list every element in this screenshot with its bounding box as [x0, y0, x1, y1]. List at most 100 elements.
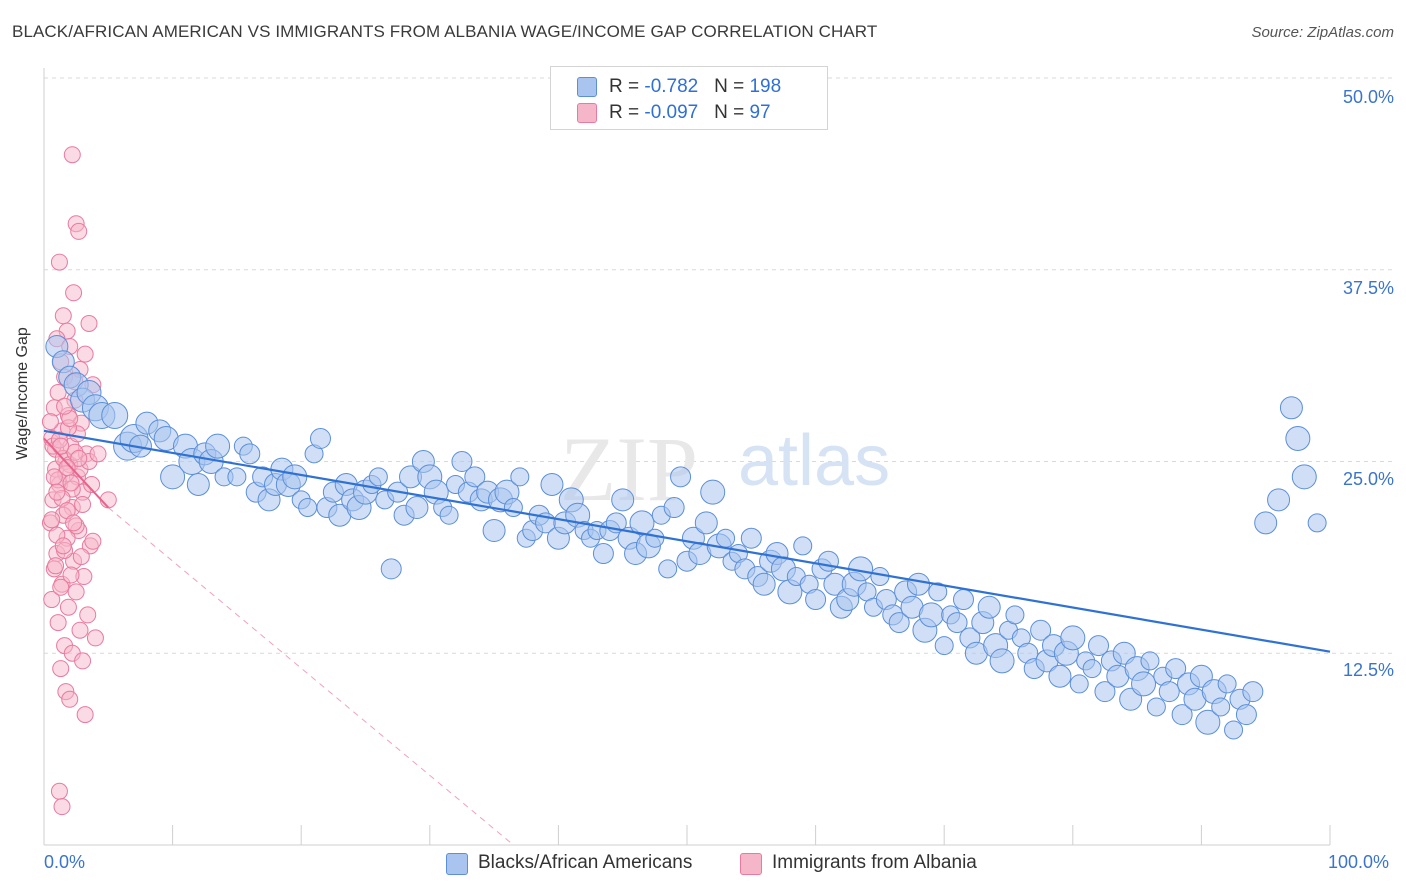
black-point	[752, 572, 776, 596]
legend-label: Immigrants from Albania	[772, 852, 977, 873]
black-point	[368, 467, 388, 487]
black-point	[1030, 619, 1052, 641]
albania-point	[54, 307, 72, 325]
albania-point	[74, 495, 92, 513]
black-point	[700, 479, 726, 505]
albania-point	[63, 146, 81, 164]
albania-point	[54, 537, 72, 555]
albania-point	[70, 222, 88, 240]
albania-point	[43, 511, 61, 529]
albania-trend-line	[43, 437, 110, 509]
black-point	[464, 466, 486, 488]
albania-point	[50, 782, 68, 800]
black-point	[888, 612, 910, 634]
albania-point	[72, 548, 90, 566]
black-point	[1158, 681, 1180, 703]
black-point	[952, 589, 974, 611]
black-point	[1082, 659, 1102, 679]
black-point	[227, 467, 247, 487]
black-point	[1005, 605, 1025, 625]
legend-r-label: R =	[609, 102, 645, 123]
albania-point	[52, 437, 70, 455]
black-point	[1224, 720, 1244, 740]
trend-lines	[43, 429, 1331, 846]
black-point	[205, 433, 231, 459]
black-point	[793, 536, 813, 556]
legend-n-value: 97	[749, 102, 771, 123]
black-point	[946, 612, 968, 634]
x-tick-label-max: 100.0%	[1328, 852, 1390, 872]
black-point	[817, 550, 839, 572]
black-point	[503, 498, 523, 518]
legend-r-value: -0.782	[644, 76, 699, 97]
black-point	[1279, 396, 1303, 420]
albania-point	[65, 284, 83, 302]
black-point	[592, 543, 614, 565]
black-point	[1060, 625, 1086, 651]
black-point	[1171, 704, 1193, 726]
black-point	[906, 572, 930, 596]
watermark-atlas: atlas	[738, 421, 890, 501]
black-point	[934, 636, 954, 656]
black-point	[1088, 635, 1110, 657]
legend-row-albania: R = -0.097 N = 97	[577, 102, 771, 124]
albania-point	[65, 514, 83, 532]
albania-point	[71, 621, 89, 639]
black-point	[716, 528, 736, 548]
black-point	[239, 443, 261, 465]
legend-r-label: R =	[609, 76, 645, 97]
black-point	[629, 510, 655, 536]
albania-point	[62, 566, 80, 584]
black-point	[1048, 664, 1072, 688]
black-point	[805, 589, 827, 611]
black-point	[1165, 658, 1187, 680]
albania-point	[70, 449, 88, 467]
legend-label: Blacks/African Americans	[478, 852, 693, 873]
black-point	[1217, 674, 1237, 694]
axes	[43, 68, 1331, 846]
black-point	[1267, 488, 1291, 512]
albania-point	[52, 660, 70, 678]
legend-swatch-blue	[577, 77, 597, 97]
albania-point	[43, 591, 61, 609]
albania-point	[67, 583, 85, 601]
legend-swatch-pink	[577, 103, 597, 123]
stats-legend: R = -0.782 N = 198 R = -0.097 N = 97	[550, 66, 828, 130]
watermark: ZIP atlas	[560, 418, 890, 520]
y-tick-label-37-5: 37.5%	[1342, 278, 1394, 298]
black-point	[1094, 681, 1116, 703]
albania-point	[74, 652, 92, 670]
black-point	[510, 467, 530, 487]
black-point	[1069, 674, 1089, 694]
albania-point	[50, 253, 68, 271]
albania-trend-extension	[107, 507, 514, 846]
legend-r-value: -0.097	[644, 102, 699, 123]
black-point	[298, 498, 318, 518]
black-point	[1146, 697, 1166, 717]
black-point	[1307, 513, 1327, 533]
legend-n-label: N =	[714, 76, 750, 97]
black-point	[1242, 681, 1264, 703]
black-trend-line	[43, 429, 1331, 653]
black-point	[611, 488, 635, 512]
legend-n-value: 198	[749, 76, 782, 97]
black-point	[451, 451, 473, 472]
legend-swatch-blue	[446, 853, 468, 875]
black-point	[1254, 511, 1278, 535]
black-point	[439, 505, 459, 525]
black-point	[1235, 704, 1257, 726]
albania-point	[76, 345, 94, 363]
black-point	[186, 473, 210, 497]
black-point	[1291, 464, 1317, 490]
albania-point	[83, 476, 101, 494]
albania-point	[49, 614, 67, 632]
black-point	[282, 464, 308, 490]
black-point	[645, 528, 665, 548]
albania-point	[84, 532, 102, 550]
black-point	[663, 497, 685, 519]
black-point	[670, 466, 692, 488]
albania-point	[79, 606, 97, 624]
black-points	[45, 334, 1327, 740]
black-point	[918, 602, 944, 628]
